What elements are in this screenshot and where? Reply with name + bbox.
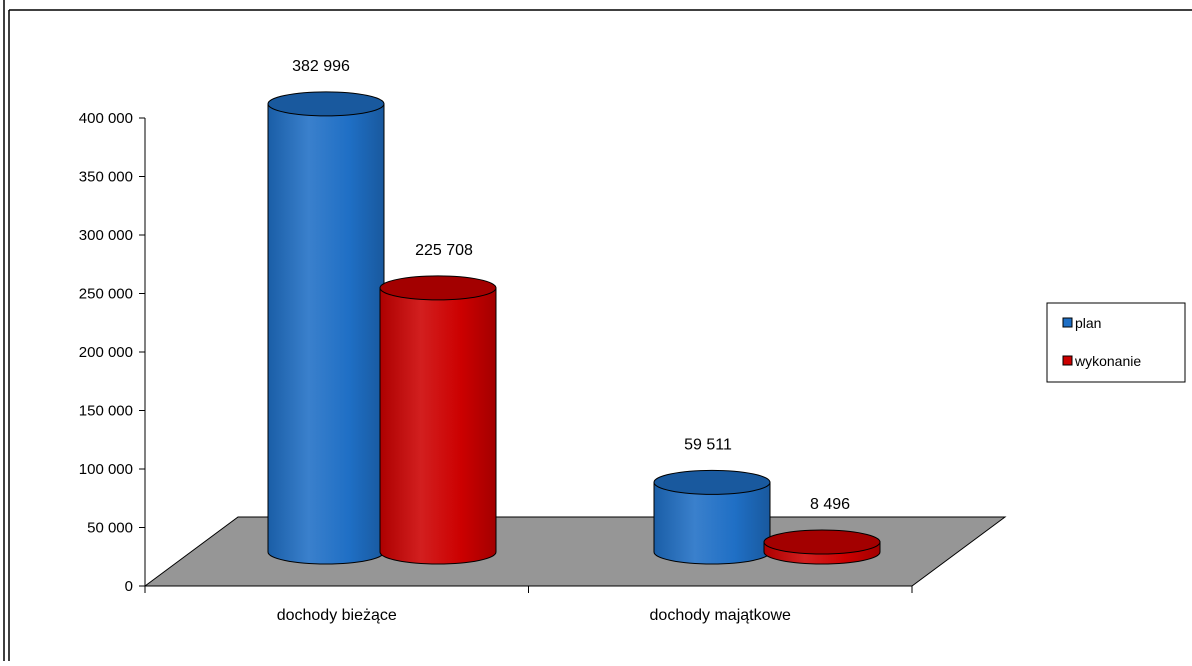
cylinder-top — [379, 275, 497, 301]
y-tick-label: 400 000 — [79, 110, 133, 127]
cylinder-bar-plan — [653, 469, 771, 565]
cylinder-top — [653, 469, 771, 495]
data-label-wykonanie: 225 708 — [415, 242, 473, 259]
legend: plan wykonanie — [1046, 302, 1186, 383]
y-tick-label: 200 000 — [79, 344, 133, 361]
y-tick-label: 50 000 — [87, 520, 133, 537]
x-axis: dochody bieżące dochody majątkowe — [144, 585, 913, 624]
x-category-label: dochody majątkowe — [650, 607, 792, 624]
bars-group — [267, 91, 881, 565]
y-tick-label: 300 000 — [79, 227, 133, 244]
cylinder-top — [763, 529, 881, 555]
legend-swatch-wykonanie — [1062, 355, 1073, 366]
legend-label-wykonanie: wykonanie — [1074, 353, 1141, 369]
y-tick-label: 100 000 — [79, 461, 133, 478]
data-label-plan: 59 511 — [684, 436, 732, 453]
cylinder-body — [379, 287, 497, 565]
legend-swatch-plan — [1062, 317, 1073, 328]
y-tick-label: 250 000 — [79, 286, 133, 303]
y-tick-label: 150 000 — [79, 403, 133, 420]
data-label-wykonanie: 8 496 — [810, 496, 850, 513]
cylinder-bar-plan — [267, 91, 385, 565]
cylinder-bar-wykonanie — [379, 275, 497, 565]
cylinder-body — [267, 103, 385, 565]
y-tick-label: 350 000 — [79, 169, 133, 186]
x-category-label: dochody bieżące — [277, 607, 397, 624]
cylinder-bar-wykonanie — [763, 529, 881, 565]
y-tick-label: 0 — [125, 578, 133, 595]
data-labels: 382 996 225 708 59 511 8 496 — [292, 58, 850, 513]
cylinder-top — [267, 91, 385, 117]
data-label-plan: 382 996 — [292, 58, 350, 75]
legend-label-plan: plan — [1075, 315, 1101, 331]
y-axis: 0 50 000 100 000 150 000 200 000 250 000 300 0… — [79, 110, 146, 595]
legend-box — [1046, 302, 1186, 383]
